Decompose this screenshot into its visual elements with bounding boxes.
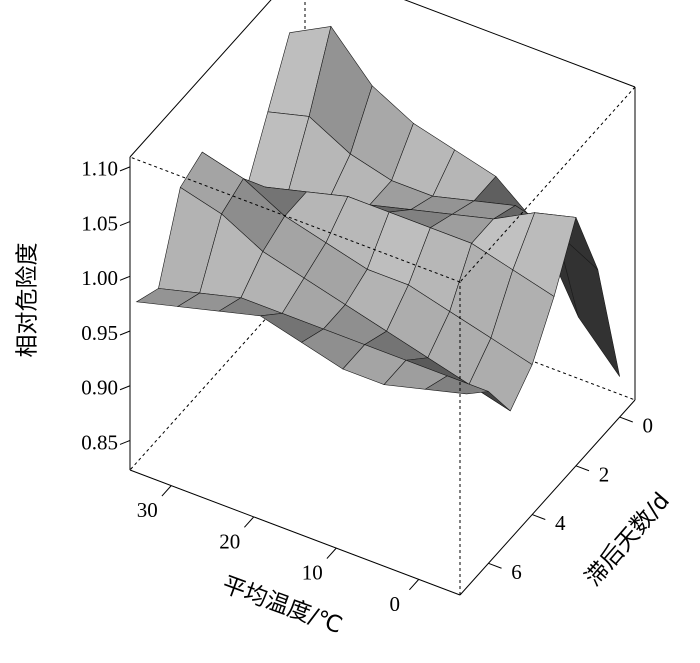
y-tick-label: 2: [599, 462, 610, 486]
x-tick-label: 30: [137, 498, 158, 522]
x-tick-label: 10: [302, 561, 323, 585]
surface-facet: [424, 375, 489, 395]
box-edge: [459, 399, 636, 596]
x-tick: [161, 485, 172, 497]
z-tick-label: 1.00: [81, 266, 118, 290]
x-tick: [326, 547, 337, 559]
z-tick: [119, 166, 131, 172]
y-tick: [619, 416, 633, 423]
z-tick-label: 0.95: [81, 321, 118, 345]
box-edge: [129, 156, 461, 283]
z-tick: [119, 385, 131, 391]
box-edge: [129, 469, 461, 596]
z-tick: [119, 330, 131, 336]
x-axis-title: 平均温度/℃: [219, 572, 346, 639]
box-edge: [459, 86, 636, 283]
z-tick: [119, 221, 131, 227]
box-edge: [129, 0, 272, 158]
z-tick: [119, 439, 131, 445]
z-tick-label: 0.85: [81, 430, 118, 454]
z-tick-label: 1.05: [81, 211, 118, 235]
z-tick-label: 0.90: [81, 376, 118, 400]
y-tick-label: 4: [555, 511, 566, 535]
y-tick-label: 6: [511, 560, 522, 584]
x-tick: [244, 516, 255, 528]
y-tick: [575, 465, 590, 472]
box-edge: [403, 0, 636, 88]
y-tick: [488, 562, 502, 569]
y-tick-label: 0: [642, 414, 653, 438]
y-axis-title: 滞后天数/d: [580, 488, 675, 591]
y-tick: [532, 514, 546, 520]
z-axis-title: 相对危险度: [15, 243, 41, 358]
z-tick: [119, 275, 131, 281]
x-tick: [409, 579, 420, 591]
x-tick-label: 20: [219, 529, 240, 553]
z-tick-label: 1.10: [81, 157, 118, 181]
x-tick-label: 0: [389, 592, 400, 616]
